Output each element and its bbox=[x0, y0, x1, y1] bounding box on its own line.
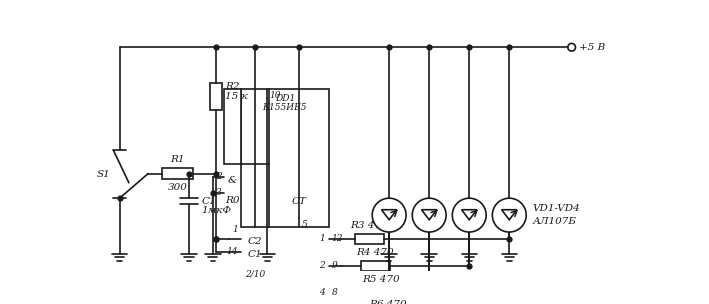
Polygon shape bbox=[462, 210, 477, 220]
Text: 1: 1 bbox=[320, 234, 325, 243]
Text: 9: 9 bbox=[331, 261, 337, 270]
Text: 1мкФ: 1мкФ bbox=[201, 206, 231, 215]
Text: 2: 2 bbox=[216, 172, 222, 181]
Circle shape bbox=[412, 198, 446, 232]
Text: 3: 3 bbox=[216, 188, 222, 196]
Text: R1: R1 bbox=[170, 155, 184, 164]
Text: C2: C2 bbox=[247, 237, 262, 246]
Text: C1: C1 bbox=[247, 250, 262, 259]
Polygon shape bbox=[381, 210, 397, 220]
Text: DD1: DD1 bbox=[274, 94, 295, 102]
Polygon shape bbox=[501, 210, 517, 220]
Circle shape bbox=[372, 198, 406, 232]
Text: 10: 10 bbox=[269, 91, 281, 99]
Text: 15 к: 15 к bbox=[225, 92, 248, 101]
Bar bbox=[361, 261, 390, 271]
Text: S1: S1 bbox=[96, 170, 111, 179]
Bar bbox=[367, 288, 396, 298]
Text: +5 В: +5 В bbox=[579, 43, 605, 52]
Text: 1: 1 bbox=[233, 225, 238, 234]
Text: 8: 8 bbox=[331, 288, 337, 297]
Bar bbox=[354, 233, 384, 244]
Text: 300: 300 bbox=[167, 183, 187, 192]
Text: 2: 2 bbox=[320, 261, 325, 270]
Bar bbox=[224, 89, 240, 164]
Text: R6 470: R6 470 bbox=[369, 300, 406, 304]
Bar bbox=[240, 89, 329, 227]
Text: 4: 4 bbox=[320, 288, 325, 297]
Text: R0: R0 bbox=[225, 196, 240, 205]
Text: C1: C1 bbox=[201, 197, 216, 206]
Text: 14: 14 bbox=[227, 247, 238, 256]
Circle shape bbox=[452, 198, 486, 232]
Polygon shape bbox=[421, 210, 437, 220]
Bar bbox=[162, 168, 193, 179]
Text: R3 470: R3 470 bbox=[350, 221, 388, 230]
Text: VD1-VD4: VD1-VD4 bbox=[532, 205, 580, 213]
Text: АЛ107Б: АЛ107Б bbox=[532, 217, 576, 226]
Text: R5 470: R5 470 bbox=[362, 275, 401, 284]
Text: R2: R2 bbox=[225, 82, 240, 91]
Text: 2/10: 2/10 bbox=[245, 269, 265, 278]
Text: R4 470: R4 470 bbox=[357, 248, 394, 257]
Text: К155ИЕ5: К155ИЕ5 bbox=[262, 103, 307, 112]
Bar bbox=[210, 83, 222, 110]
Text: 12: 12 bbox=[331, 234, 343, 243]
Text: 5: 5 bbox=[301, 220, 307, 229]
Text: CT: CT bbox=[291, 197, 306, 206]
Circle shape bbox=[492, 198, 526, 232]
Text: &: & bbox=[228, 176, 237, 185]
